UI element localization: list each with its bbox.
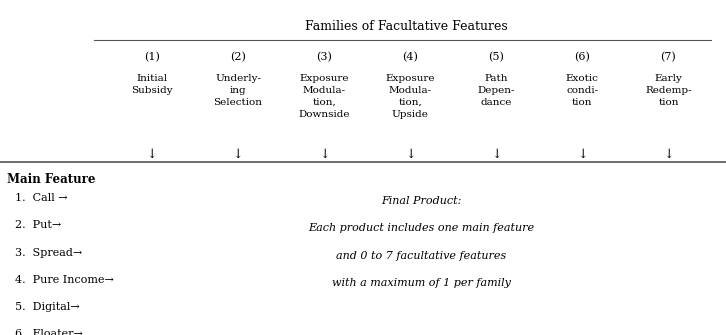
Text: Exposure
Modula-
tion,
Upside: Exposure Modula- tion, Upside xyxy=(386,74,435,119)
Text: ↓: ↓ xyxy=(147,147,158,160)
Text: (2): (2) xyxy=(230,52,246,62)
Text: Initial
Subsidy: Initial Subsidy xyxy=(131,74,173,95)
Text: ↓: ↓ xyxy=(577,147,587,160)
Text: ↓: ↓ xyxy=(491,147,502,160)
Text: 3.  Spread→: 3. Spread→ xyxy=(15,248,82,258)
Text: ↓: ↓ xyxy=(319,147,330,160)
Text: 2.  Put→: 2. Put→ xyxy=(15,220,61,230)
Text: Underly-
ing
Selection: Underly- ing Selection xyxy=(213,74,263,107)
Text: Path
Depen-
dance: Path Depen- dance xyxy=(478,74,515,107)
Text: Final Product:: Final Product: xyxy=(381,196,461,206)
Text: (5): (5) xyxy=(489,52,505,62)
Text: 1.  Call →: 1. Call → xyxy=(15,193,67,203)
Text: (3): (3) xyxy=(316,52,332,62)
Text: 6.  Floater→: 6. Floater→ xyxy=(15,329,82,335)
Text: Families of Facultative Features: Families of Facultative Features xyxy=(305,20,508,33)
Text: ↓: ↓ xyxy=(405,147,415,160)
Text: with a maximum of 1 per family: with a maximum of 1 per family xyxy=(332,278,510,288)
Text: (7): (7) xyxy=(661,52,677,62)
Text: ↓: ↓ xyxy=(233,147,243,160)
Text: 4.  Pure Income→: 4. Pure Income→ xyxy=(15,275,113,285)
Text: Early
Redemp-
tion: Early Redemp- tion xyxy=(645,74,692,107)
Text: and 0 to 7 facultative features: and 0 to 7 facultative features xyxy=(336,251,506,261)
Text: (6): (6) xyxy=(574,52,590,62)
Text: (1): (1) xyxy=(144,52,160,62)
Text: ↓: ↓ xyxy=(663,147,674,160)
Text: Main Feature: Main Feature xyxy=(7,173,96,186)
Text: 5.  Digital→: 5. Digital→ xyxy=(15,302,79,312)
Text: Exposure
Modula-
tion,
Downside: Exposure Modula- tion, Downside xyxy=(298,74,350,119)
Text: Each product includes one main feature: Each product includes one main feature xyxy=(308,223,534,233)
Text: Exotic
condi-
tion: Exotic condi- tion xyxy=(566,74,599,107)
Text: (4): (4) xyxy=(402,52,418,62)
